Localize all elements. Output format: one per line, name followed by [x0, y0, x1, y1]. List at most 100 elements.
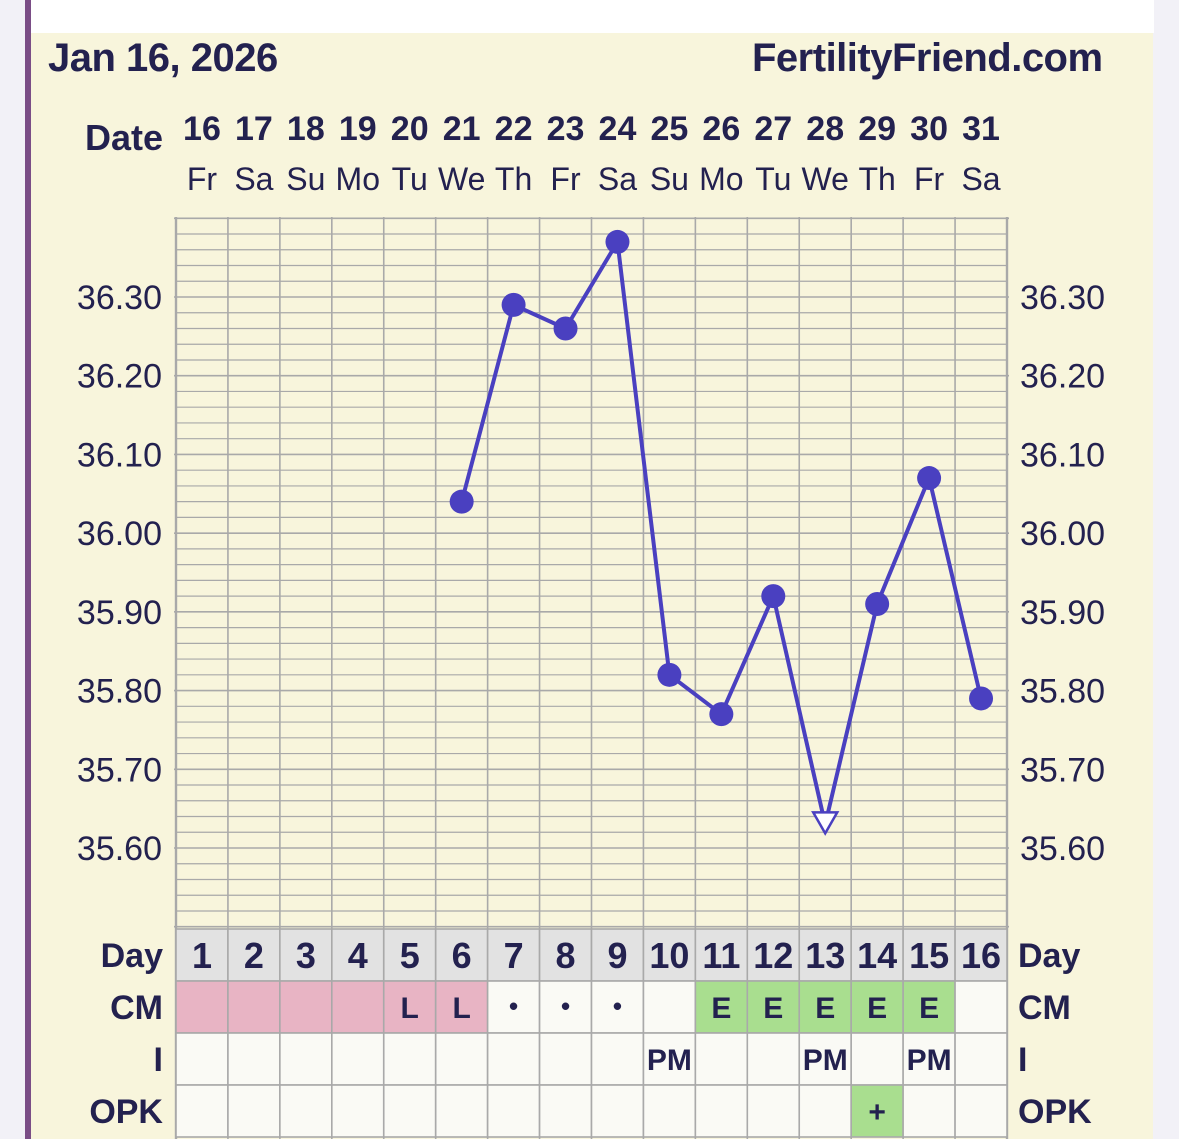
weekday-label: Su [286, 161, 325, 197]
table-cell-value: • [509, 991, 518, 1021]
table-cell [279, 980, 333, 1034]
date-label: 23 [547, 110, 585, 148]
table-cell-value: 4 [348, 935, 368, 976]
date-label: 31 [962, 110, 1000, 148]
table-cell-value: 14 [857, 935, 897, 976]
table-cell [746, 1084, 801, 1138]
table-cell [746, 1032, 801, 1086]
table-cell [642, 1084, 697, 1138]
table-cell [642, 928, 697, 982]
table-cell [954, 928, 1008, 982]
weekday-label: Sa [598, 161, 637, 197]
table-cell [694, 1084, 749, 1138]
table-cell [331, 980, 385, 1034]
weekday-label: Fr [914, 161, 945, 197]
temperature-point [553, 316, 578, 341]
table-cell-value: PM [647, 1044, 692, 1077]
table-cell [227, 1032, 281, 1086]
y-tick-right: 36.00 [1020, 515, 1105, 553]
table-cell [175, 980, 229, 1034]
table-cell-value: PM [803, 1044, 848, 1077]
y-tick-right: 35.70 [1020, 751, 1105, 789]
top-bar [28, 0, 1154, 33]
table-cell-value: 2 [244, 935, 264, 976]
weekday-label: We [438, 161, 485, 197]
table-cell [850, 980, 904, 1034]
table-cell [279, 1032, 333, 1086]
date-label: 22 [495, 110, 533, 148]
table-cell-value: E [711, 992, 731, 1025]
table-cell-value: E [815, 992, 835, 1025]
temperature-point [761, 584, 786, 609]
y-tick-left: 35.60 [77, 830, 162, 868]
y-tick-right: 35.80 [1020, 673, 1105, 711]
table-cell [331, 928, 385, 982]
temperature-point [865, 591, 890, 616]
y-tick-right: 36.20 [1020, 358, 1105, 396]
site-name: FertilityFriend.com [752, 36, 1103, 80]
table-cell [175, 1032, 229, 1086]
date-label: 21 [443, 110, 481, 148]
y-tick-left: 35.90 [77, 594, 162, 632]
table-cell [538, 928, 593, 982]
table-cell-value: • [613, 991, 622, 1021]
table-cell-value: 8 [556, 935, 576, 976]
y-tick-left: 35.80 [77, 673, 162, 711]
table-cell-value: PM [907, 1044, 952, 1077]
table-cell-value: 16 [961, 935, 1001, 976]
table-cell [434, 1084, 489, 1138]
temperature-point [605, 229, 630, 254]
table-cell [331, 1032, 385, 1086]
row-label-left: Day [101, 937, 163, 975]
y-tick-left: 36.00 [77, 515, 162, 553]
table-cell-value: L [452, 992, 470, 1025]
y-tick-right: 36.30 [1020, 279, 1105, 317]
weekday-label: Mo [699, 161, 743, 197]
table-cell [850, 1084, 904, 1138]
y-tick-right: 35.90 [1020, 594, 1105, 632]
table-cell [954, 1084, 1008, 1138]
table-cell [954, 1032, 1008, 1086]
row-label-right: CM [1018, 989, 1071, 1027]
weekday-label: Fr [187, 161, 218, 197]
y-tick-left: 36.20 [77, 358, 162, 396]
weekday-label: Fr [550, 161, 581, 197]
chart-date: Jan 16, 2026 [48, 36, 278, 80]
weekday-label: Th [495, 161, 532, 197]
table-cell-value: 12 [753, 935, 793, 976]
table-cell [382, 980, 437, 1034]
weekday-label: Sa [961, 161, 1000, 197]
table-cell [227, 980, 281, 1034]
table-cell-value: 7 [504, 935, 524, 976]
left-border [25, 0, 31, 1139]
date-label: 28 [806, 110, 844, 148]
temperature-point [969, 686, 994, 711]
table-cell [538, 1084, 593, 1138]
weekday-label: Th [858, 161, 895, 197]
table-cell-value: 11 [702, 935, 740, 976]
table-cell-value: 9 [607, 935, 627, 976]
y-tick-right: 35.60 [1020, 830, 1105, 868]
table-cell [590, 980, 645, 1034]
table-cell [227, 1084, 281, 1138]
table-cell [175, 1084, 229, 1138]
row-label-right: OPK [1018, 1093, 1092, 1131]
table-cell [694, 980, 749, 1034]
row-label-left: I [154, 1041, 163, 1079]
table-cell-value: 5 [400, 935, 420, 976]
table-cell [175, 928, 229, 982]
date-label: 29 [858, 110, 896, 148]
y-tick-left: 35.70 [77, 751, 162, 789]
row-label-right: I [1018, 1041, 1027, 1079]
table-cell [382, 1032, 437, 1086]
table-cell [331, 1084, 385, 1138]
table-cell [850, 1032, 904, 1086]
temperature-point [917, 466, 942, 491]
row-label-left: CM [110, 989, 163, 1027]
table-cell [642, 980, 697, 1034]
table-cell [694, 1032, 749, 1086]
table-cell [954, 980, 1008, 1034]
date-label: 19 [339, 110, 377, 148]
date-row-label: Date [85, 117, 163, 158]
